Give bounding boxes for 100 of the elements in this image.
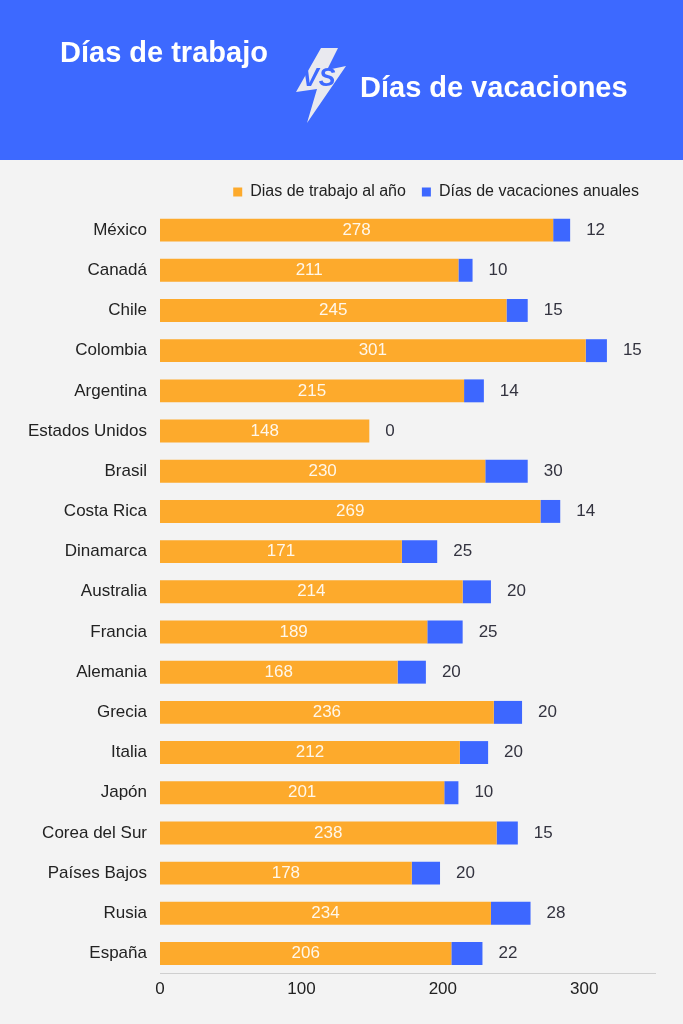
bar [160,379,465,403]
y-tick-label: Australia [80,581,148,601]
bar [160,700,494,724]
data-label: 28 [546,903,566,922]
y-tick-label: Alemania [76,661,148,681]
y-tick-label: Colombia [75,340,148,360]
data-label: 214 [297,581,326,601]
data-label: 201 [287,782,317,802]
data-label: 15 [533,822,553,842]
data-label: 211 [295,259,323,279]
bar [451,942,483,965]
bar [397,660,426,684]
y-tick-label: Dinamarca [64,541,148,561]
bar [160,781,445,805]
bar [427,620,463,644]
bar [160,499,541,523]
data-label: 20 [441,661,461,681]
data-label: 236 [312,702,342,722]
legend-label: Días de vacaciones anuales [438,182,639,200]
y-tick-label: Corea del Sur [42,822,148,842]
data-label: 14 [576,501,596,521]
bar [160,660,398,684]
bar [160,419,370,443]
y-tick-label: Costa Rica [63,501,148,521]
y-tick-label: Canadá [87,259,148,279]
bar [553,218,571,242]
data-label: 25 [453,541,473,561]
y-tick-label: Rusia [103,903,148,922]
data-label: 12 [586,219,606,239]
bar [160,821,497,845]
bar [160,459,486,483]
bar [540,499,561,523]
data-label: 22 [498,943,518,963]
bar [490,901,531,925]
bar [462,580,491,604]
bar [160,861,412,885]
data-label: 238 [314,822,343,842]
data-label: 15 [543,300,563,320]
y-tick-label: Francia [90,621,148,641]
bar [464,379,484,403]
y-tick-label: Italia [111,742,148,762]
bar [411,861,441,885]
data-label: 178 [271,862,301,882]
data-label: 168 [264,661,293,681]
bar [160,580,463,604]
data-label: 278 [342,219,371,239]
data-label: 234 [311,903,340,922]
x-tick-label: 100 [287,979,316,999]
data-label: 20 [538,702,557,722]
bar [444,781,459,805]
data-label: 245 [319,300,348,320]
data-label: 230 [308,460,337,480]
bar [459,741,489,765]
data-label: 10 [474,782,494,802]
data-label: 15 [622,340,642,360]
data-label: 215 [297,380,327,400]
data-label: 25 [478,621,498,641]
y-tick-label: España [89,943,148,963]
bar [493,700,523,724]
bar [160,540,402,564]
bar [160,258,459,282]
bar [160,218,554,242]
y-tick-label: Grecia [96,702,148,722]
y-tick-label: Brasil [104,460,147,480]
y-tick-label: Chile [108,300,147,320]
y-tick-label: México [93,219,147,239]
data-label: 206 [291,943,320,963]
bar [160,901,491,925]
legend-label: Dias de trabajo al año [250,182,406,200]
y-tick-label: Argentina [74,380,148,400]
chart-subtitle: Días de vacaciones [360,70,628,105]
bar [160,299,507,322]
data-label: 301 [358,340,388,360]
y-tick-label: Estados Unidos [27,420,147,440]
x-tick-label: 300 [570,979,599,999]
data-label: 20 [456,862,475,882]
data-label: 212 [295,742,325,762]
y-tick-label: Japón [100,782,147,802]
data-label: 0 [385,420,395,440]
data-label: 20 [504,742,524,762]
bar [585,339,607,363]
bar [160,620,428,644]
bar [496,821,518,845]
data-label: 14 [499,380,519,400]
chart-title: Días de trabajo [60,35,268,70]
data-label: 20 [506,581,526,601]
data-label: 189 [279,621,308,641]
data-label: 30 [543,460,563,480]
bar [506,299,528,322]
x-tick-label: 200 [428,979,458,999]
bar [160,741,460,765]
bar [160,339,586,363]
bar [485,459,528,483]
data-label: 148 [250,420,279,440]
y-tick-label: Países Bajos [47,862,147,882]
x-tick-label: 0 [155,979,165,999]
bar [458,258,473,282]
bar [401,540,438,564]
bar [160,942,452,965]
data-label: 171 [266,541,296,561]
